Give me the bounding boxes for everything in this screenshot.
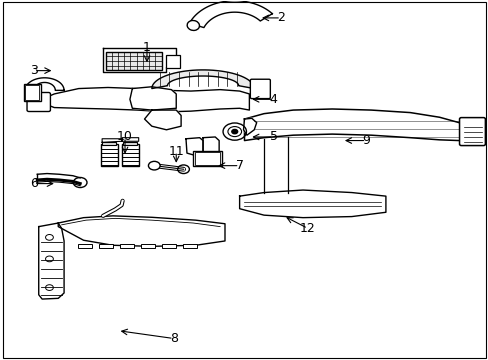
Bar: [105, 51, 161, 70]
Bar: [193, 150, 221, 166]
FancyBboxPatch shape: [250, 79, 270, 99]
Polygon shape: [130, 87, 176, 110]
Polygon shape: [152, 70, 254, 89]
Polygon shape: [25, 78, 64, 90]
Bar: [99, 244, 113, 248]
FancyBboxPatch shape: [27, 93, 50, 112]
Text: 1: 1: [143, 41, 151, 54]
Text: 12: 12: [300, 222, 315, 235]
Polygon shape: [103, 48, 176, 72]
Text: 8: 8: [169, 332, 178, 345]
Text: 10: 10: [117, 130, 133, 144]
Polygon shape: [58, 216, 224, 246]
FancyBboxPatch shape: [459, 118, 485, 145]
Bar: [141, 244, 155, 248]
Text: 7: 7: [235, 159, 243, 172]
Text: 4: 4: [269, 93, 277, 106]
Bar: [23, 84, 41, 101]
Polygon shape: [144, 110, 181, 130]
Bar: [166, 55, 180, 68]
Bar: [78, 244, 92, 248]
Bar: [120, 244, 134, 248]
Polygon shape: [185, 138, 203, 156]
Bar: [102, 141, 116, 145]
Text: 6: 6: [30, 177, 38, 190]
Polygon shape: [203, 137, 219, 157]
Bar: [182, 244, 197, 248]
Bar: [194, 152, 220, 165]
Polygon shape: [239, 190, 385, 218]
Circle shape: [148, 161, 160, 170]
Polygon shape: [244, 109, 468, 140]
Circle shape: [231, 130, 237, 134]
Polygon shape: [39, 223, 64, 299]
Bar: [161, 244, 176, 248]
Text: 9: 9: [362, 134, 369, 147]
Polygon shape: [37, 87, 249, 112]
Polygon shape: [189, 1, 272, 28]
Bar: [101, 144, 118, 166]
Text: 2: 2: [277, 12, 285, 24]
Text: 5: 5: [269, 130, 277, 144]
Bar: [122, 144, 139, 166]
Text: 3: 3: [30, 64, 38, 77]
Ellipse shape: [187, 21, 199, 31]
Bar: [123, 141, 137, 145]
Polygon shape: [243, 118, 256, 135]
Bar: [25, 85, 39, 100]
Text: 11: 11: [168, 145, 184, 158]
